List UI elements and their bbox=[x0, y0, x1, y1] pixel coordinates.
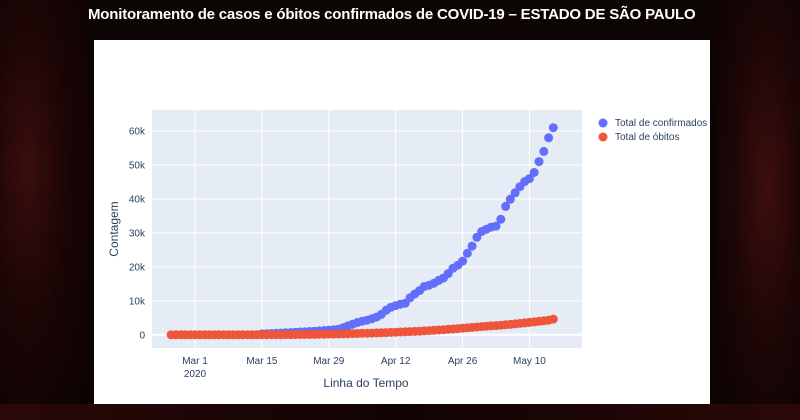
y-tick-labels: 0 10k 20k 30k 40k 50k 60k bbox=[129, 127, 146, 342]
x-tick-label: May 10 bbox=[513, 356, 546, 367]
x-tick-label: Apr 12 bbox=[381, 356, 411, 367]
confirmed-point[interactable] bbox=[501, 201, 511, 211]
legend-item-confirmed[interactable]: Total de confirmados bbox=[598, 118, 708, 129]
series-deaths bbox=[166, 314, 558, 340]
legend[interactable]: Total de confirmados Total de óbitos bbox=[598, 118, 708, 143]
x-tick-labels: Mar 1 2020 Mar 15 Mar 29 Apr 12 Apr 26 May 10 bbox=[182, 356, 546, 380]
y-tick-label: 0 bbox=[139, 330, 145, 341]
page-title: Monitoramento de casos e óbitos confirma… bbox=[88, 6, 696, 23]
x-tick-label: Apr 26 bbox=[448, 356, 478, 367]
confirmed-point[interactable] bbox=[524, 174, 534, 184]
y-tick-label: 10k bbox=[129, 296, 146, 307]
x-tick-label: Mar 15 bbox=[246, 356, 278, 367]
legend-label-deaths: Total de óbitos bbox=[615, 132, 680, 143]
confirmed-point[interactable] bbox=[544, 133, 554, 143]
deaths-point[interactable] bbox=[548, 314, 558, 324]
confirmed-point[interactable] bbox=[462, 248, 472, 258]
y-tick-label: 50k bbox=[129, 161, 146, 172]
legend-marker-confirmed bbox=[598, 118, 608, 128]
y-tick-label: 20k bbox=[129, 262, 146, 273]
x-axis-title: Linha do Tempo bbox=[323, 376, 409, 390]
confirmed-point[interactable] bbox=[496, 214, 506, 224]
confirmed-point[interactable] bbox=[505, 194, 515, 204]
chart-card: Mar 1 2020 Mar 15 Mar 29 Apr 12 Apr 26 May 10 … bbox=[94, 40, 710, 404]
y-tick-label: 60k bbox=[129, 127, 146, 138]
x-tick-label: Mar 29 bbox=[313, 356, 345, 367]
x-tick-label: Mar 1 bbox=[182, 356, 208, 367]
legend-item-deaths[interactable]: Total de óbitos bbox=[598, 132, 680, 143]
confirmed-point[interactable] bbox=[458, 256, 468, 266]
x-tick-sublabel: 2020 bbox=[184, 369, 207, 380]
confirmed-point[interactable] bbox=[529, 168, 539, 177]
x-gridlines bbox=[194, 110, 530, 348]
confirmed-point[interactable] bbox=[539, 146, 549, 156]
y-axis-title: Contagem bbox=[107, 201, 121, 256]
y-tick-label: 30k bbox=[129, 228, 146, 239]
y-tick-label: 40k bbox=[129, 194, 146, 205]
confirmed-point[interactable] bbox=[491, 221, 501, 231]
legend-marker-deaths bbox=[598, 132, 608, 142]
background-right bbox=[716, 0, 800, 420]
confirmed-point[interactable] bbox=[534, 157, 544, 167]
data-points bbox=[166, 123, 558, 340]
plot-area[interactable] bbox=[152, 110, 582, 348]
confirmed-point[interactable] bbox=[548, 123, 558, 133]
legend-label-confirmed: Total de confirmados bbox=[615, 118, 707, 129]
background-left bbox=[0, 0, 92, 420]
confirmed-point[interactable] bbox=[510, 188, 520, 198]
background-bottom bbox=[0, 404, 800, 420]
confirmed-point[interactable] bbox=[467, 241, 477, 251]
